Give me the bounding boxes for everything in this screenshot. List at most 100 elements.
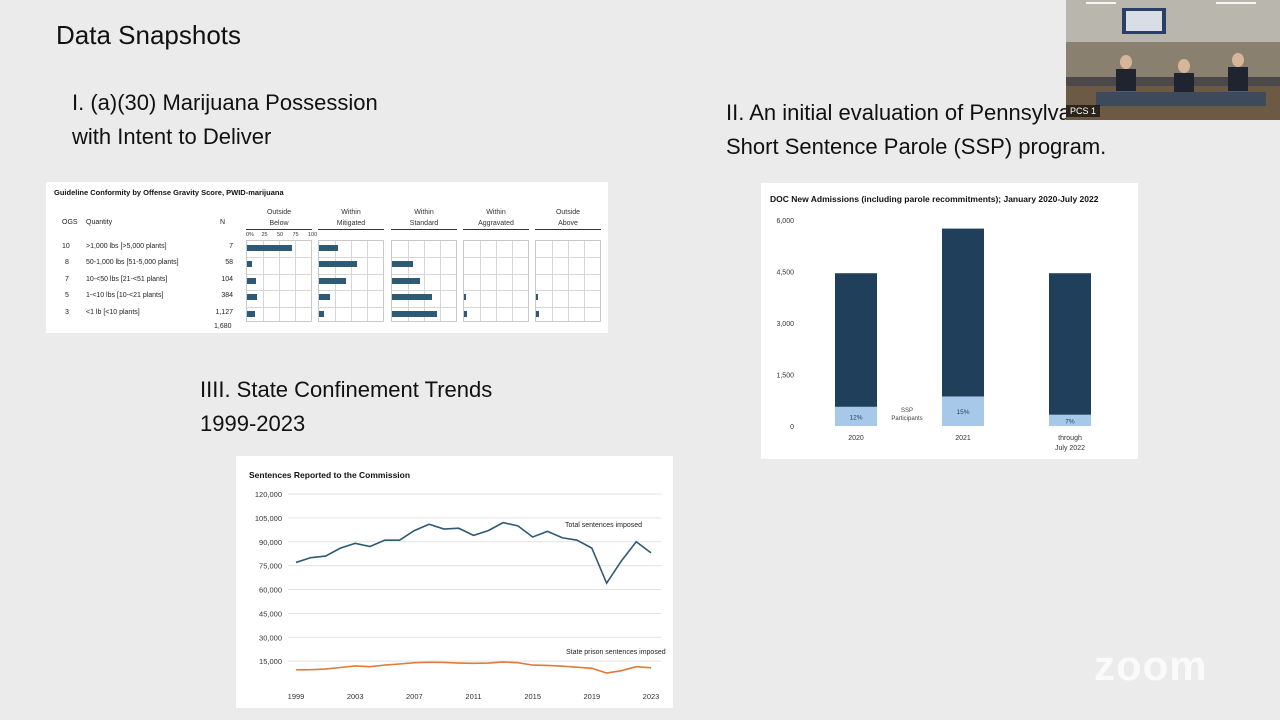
row-n: 1,127	[215, 308, 233, 316]
line-ytick: 45,000	[259, 609, 282, 618]
grid-vline	[351, 241, 352, 321]
row-quantity: 50-1,000 lbs [51-5,000 plants]	[86, 259, 179, 267]
heading-line: I. (a)(30) Marijuana Possession	[72, 90, 378, 115]
conformity-bar	[536, 294, 538, 301]
video-tag: PCS 1	[1066, 105, 1101, 117]
group-header: Within Aggravated	[463, 207, 529, 230]
conformity-bar	[464, 294, 466, 301]
doc-ytick: 0	[790, 424, 794, 431]
grid-hline	[464, 273, 528, 275]
grid-vline	[424, 241, 425, 321]
line-ytick: 75,000	[259, 562, 282, 571]
grid-hline	[464, 257, 528, 259]
video-scene	[1066, 0, 1280, 120]
row-quantity: >1,000 lbs [>5,000 plants]	[86, 243, 167, 250]
line-ytick: 120,000	[255, 490, 282, 499]
grid-hline	[392, 273, 456, 275]
row-quantity: 1-<10 lbs [10-<21 plants]	[86, 292, 164, 300]
conformity-table-panel: Guideline Conformity by Offense Gravity …	[46, 182, 608, 333]
group-grid	[391, 240, 457, 322]
scale-tick: 75	[292, 232, 299, 238]
grid-hline	[536, 257, 600, 259]
doc-pct-label: 7%	[1065, 418, 1075, 425]
line-ytick: 90,000	[259, 538, 282, 547]
doc-bar-total	[835, 273, 877, 426]
grid-hline	[392, 290, 456, 292]
heading-marijuana: I. (a)(30) Marijuana Possession with Int…	[72, 86, 378, 154]
conformity-bar	[464, 310, 468, 317]
total-sentences-line	[295, 521, 652, 585]
sentences-line-chart: 120,000 105,000 90,000 75,000 60,000 45,000 30…	[236, 456, 673, 708]
line-ytick: 30,000	[259, 633, 282, 642]
row-ogs: 3	[65, 308, 69, 316]
grid-hline	[536, 273, 600, 275]
doc-xlabel: 2020	[848, 435, 864, 442]
grid-hline	[319, 306, 383, 308]
line-xtick: 1999	[288, 692, 305, 701]
slide-title: Data Snapshots	[56, 20, 242, 50]
group-header-line1: Within	[414, 209, 434, 216]
grid-vline	[367, 241, 368, 321]
group-header-line2: Mitigated	[318, 218, 384, 230]
heading-line: with Intent to Deliver	[72, 124, 272, 149]
row-ogs: 7	[65, 275, 69, 283]
doc-bar-ssp	[835, 406, 877, 426]
doc-ytick: 4,500	[776, 270, 794, 277]
doc-bar-ssp	[1049, 414, 1091, 426]
group-header-line1: Outside	[266, 209, 292, 216]
group-header-line2: Standard	[391, 218, 457, 230]
row-n: 7	[229, 243, 233, 250]
line-ytick: 105,000	[255, 514, 282, 523]
line-chart-title: Sentences Reported to the Commission	[249, 470, 411, 480]
row-n: 384	[221, 292, 233, 300]
grid-hline	[247, 257, 311, 259]
group-grid	[463, 240, 529, 322]
scale-tick: 0%	[246, 232, 254, 238]
participant-video-thumbnail[interactable]: PCS 1	[1066, 0, 1280, 120]
grid-hline	[464, 290, 528, 292]
col-n-header: N	[220, 219, 226, 226]
grid-hline	[319, 273, 383, 275]
grid-vline	[295, 241, 296, 321]
group-header: Within Standard	[391, 207, 457, 230]
heading-line: 1999-2023	[200, 411, 306, 436]
heading-ssp: II. An initial evaluation of Pennsylvani…	[726, 96, 1115, 164]
total-n: 1,680	[214, 323, 232, 330]
conformity-bar	[247, 310, 255, 317]
grid-vline	[279, 241, 280, 321]
conformity-bar	[247, 294, 257, 301]
group-header-line1: Within	[341, 209, 361, 216]
group-grid	[246, 240, 312, 322]
grid-hline	[536, 306, 600, 308]
line-xtick: 2023	[643, 692, 660, 701]
group-header-line1: Outside	[555, 209, 581, 216]
doc-xlabel: 2021	[955, 435, 971, 442]
conformity-bar	[392, 277, 420, 284]
conformity-bar	[319, 294, 330, 301]
conformity-bar	[392, 261, 414, 268]
group-header: Within Mitigated	[318, 207, 384, 230]
grid-vline	[480, 241, 481, 321]
line-xtick: 2003	[347, 692, 364, 701]
doc-chart-svg: 6,000 4,500 3,000 1,500 0 12% 2020 15% 2021 7% thr…	[776, 218, 1091, 452]
sentences-chart-svg: 120,000 105,000 90,000 75,000 60,000 45,000 30…	[255, 490, 661, 701]
prison-series-label: State prison sentences imposed	[566, 649, 666, 656]
grid-vline	[263, 241, 264, 321]
grid-hline	[392, 257, 456, 259]
line-xtick: 2019	[583, 692, 600, 701]
zoom-logo: zoom	[1094, 642, 1208, 689]
line-xtick: 2007	[406, 692, 423, 701]
scale-tick: 25	[261, 232, 268, 238]
conformity-bar	[319, 245, 338, 251]
conformity-bar	[392, 310, 437, 317]
grid-hline	[464, 306, 528, 308]
doc-xlabel: July 2022	[1055, 445, 1085, 452]
heading-confinement: IIII. State Confinement Trends 1999-2023	[200, 373, 492, 441]
doc-xlabel: through	[1058, 435, 1082, 442]
grid-hline	[536, 290, 600, 292]
conformity-bar	[247, 261, 253, 268]
line-ytick: 15,000	[259, 657, 282, 666]
group-header-line2: Below	[246, 218, 312, 230]
conformity-bar	[536, 310, 540, 317]
doc-ytick: 6,000	[776, 218, 794, 225]
